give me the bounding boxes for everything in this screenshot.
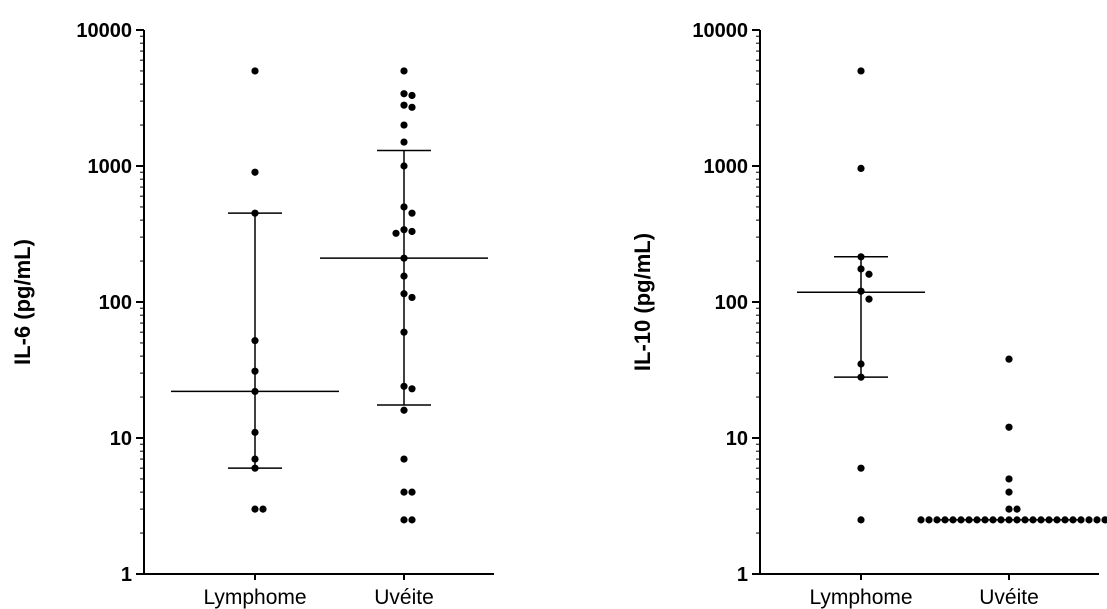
x-tick-label: Uvéite xyxy=(374,586,434,609)
data-point xyxy=(1005,505,1013,513)
data-point xyxy=(251,505,259,513)
data-point xyxy=(408,488,416,496)
data-point xyxy=(857,464,865,472)
y-tick-label: 1 xyxy=(737,564,748,586)
il6-panel: 1 10 100 1000 10000 Lymphome Uvéite IL-6 (pg/mL… xyxy=(10,20,494,609)
data-point xyxy=(857,516,865,524)
data-point xyxy=(400,488,408,496)
data-point xyxy=(400,455,408,463)
data-point xyxy=(857,164,865,173)
data-point xyxy=(917,516,925,524)
data-point xyxy=(400,67,408,75)
data-point xyxy=(400,406,408,414)
y-tick-label: 10 xyxy=(726,428,748,450)
data-point xyxy=(865,295,873,303)
data-point xyxy=(408,293,416,302)
data-point xyxy=(408,209,416,217)
y-tick-label: 100 xyxy=(715,292,748,314)
y-tick-label: 10000 xyxy=(76,20,132,42)
data-point xyxy=(392,229,400,237)
data-point xyxy=(400,516,408,524)
y-tick-label: 1000 xyxy=(704,156,749,178)
data-point xyxy=(1005,355,1013,363)
data-point xyxy=(408,227,416,236)
data-point xyxy=(1005,423,1013,431)
y-tick-label: 100 xyxy=(99,292,132,314)
y-axis-title: IL-6 (pg/mL) xyxy=(10,239,35,365)
data-point xyxy=(1101,516,1107,524)
y-tick-label: 10000 xyxy=(692,20,748,42)
data-point xyxy=(865,270,873,278)
y-tick-label: 1 xyxy=(121,564,132,586)
il10-panel: 1 10 100 1000 10000 Lymphome Uvéite IL-10 (pg/m… xyxy=(630,20,1107,609)
data-point xyxy=(1005,475,1013,483)
y-axis-title: IL-10 (pg/mL) xyxy=(630,233,655,371)
data-point xyxy=(400,138,408,146)
data-point xyxy=(408,385,416,393)
data-point xyxy=(1093,516,1101,524)
data-point xyxy=(400,121,408,129)
data-point xyxy=(259,505,267,513)
data-point xyxy=(1013,505,1021,513)
y-tick-label: 10 xyxy=(110,428,132,450)
data-point xyxy=(1005,488,1013,496)
data-point xyxy=(251,168,259,176)
data-point xyxy=(857,67,865,75)
x-tick-label: Uvéite xyxy=(979,586,1039,609)
data-point xyxy=(400,101,408,109)
data-point xyxy=(1085,516,1093,524)
x-tick-label: Lymphome xyxy=(809,586,912,609)
data-point xyxy=(925,516,933,524)
x-tick-label: Lymphome xyxy=(203,586,306,609)
data-point xyxy=(251,67,259,75)
data-point xyxy=(408,103,416,111)
data-point xyxy=(400,90,408,98)
data-point xyxy=(408,516,416,524)
y-tick-label: 1000 xyxy=(88,156,133,178)
data-point xyxy=(408,91,416,100)
